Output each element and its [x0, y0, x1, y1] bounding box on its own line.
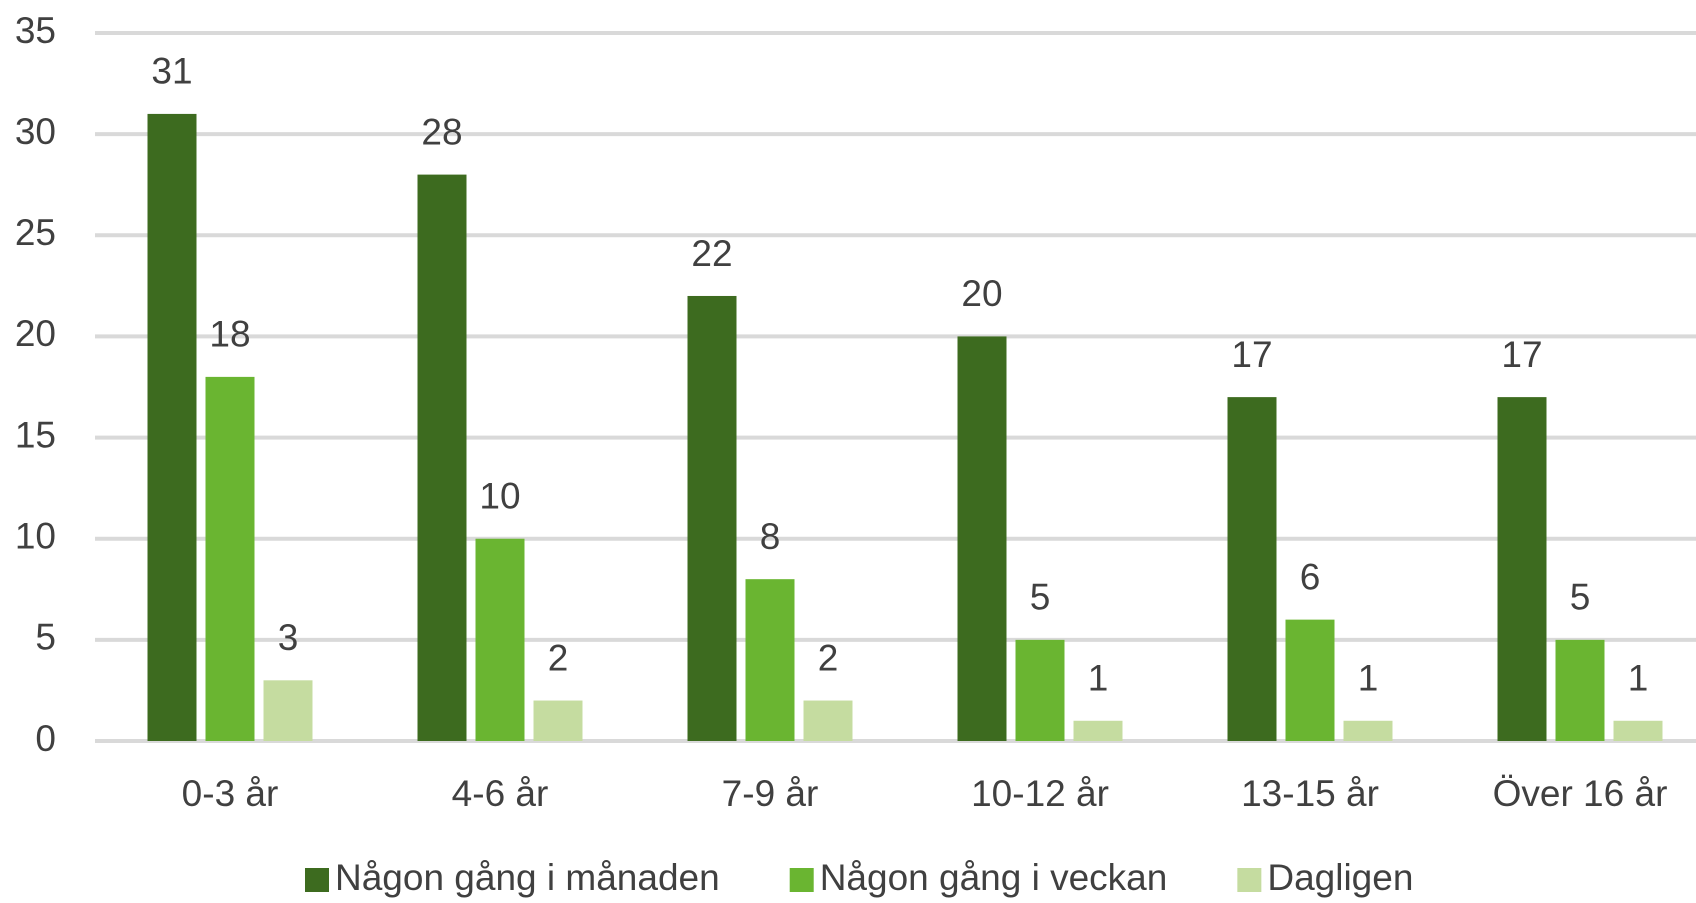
bar: [1343, 720, 1393, 741]
bar: [1555, 639, 1605, 741]
x-tick-label: 4-6 år: [452, 773, 549, 814]
data-label: 1: [1358, 658, 1379, 699]
data-label: 28: [421, 111, 462, 152]
bar: [205, 376, 255, 741]
legend-swatch: [305, 868, 329, 892]
data-label: 20: [961, 273, 1002, 314]
data-label: 1: [1088, 658, 1109, 699]
legend-label: Någon gång i veckan: [820, 857, 1168, 898]
data-label: 31: [151, 51, 192, 92]
x-tick-label: Över 16 år: [1493, 773, 1668, 814]
y-tick-label: 0: [35, 718, 56, 759]
data-label: 2: [818, 637, 839, 678]
y-tick-label: 10: [15, 515, 56, 556]
y-tick-label: 25: [15, 212, 56, 253]
bar: [1073, 720, 1123, 741]
bar: [417, 174, 467, 742]
bar: [745, 579, 795, 741]
bar: [803, 700, 853, 741]
bar: [1497, 397, 1547, 741]
y-tick-label: 35: [15, 10, 56, 51]
data-label: 3: [278, 617, 299, 658]
legend-label: Dagligen: [1267, 857, 1413, 898]
legend-swatch: [1237, 868, 1262, 892]
data-label: 18: [209, 314, 250, 355]
data-label: 17: [1501, 334, 1542, 375]
bar: [1613, 720, 1663, 741]
bar: [475, 538, 525, 741]
data-label: 22: [691, 233, 732, 274]
y-tick-label: 20: [15, 313, 56, 354]
bar: [263, 680, 313, 741]
bar: [957, 336, 1007, 741]
x-tick-label: 13-15 år: [1241, 773, 1379, 814]
y-tick-label: 15: [15, 414, 56, 455]
x-tick-label: 7-9 år: [722, 773, 819, 814]
bar: [687, 295, 737, 741]
y-tick-label: 5: [35, 617, 56, 658]
data-label: 8: [760, 516, 781, 557]
data-label: 5: [1570, 577, 1591, 618]
legend-label: Någon gång i månaden: [335, 857, 720, 898]
x-tick-label: 10-12 år: [971, 773, 1109, 814]
bar: [1015, 639, 1065, 741]
data-label: 2: [548, 637, 569, 678]
data-label: 6: [1300, 556, 1321, 597]
bar: [533, 700, 583, 741]
y-tick-label: 30: [15, 111, 56, 152]
data-label: 10: [479, 475, 520, 516]
bar: [1285, 619, 1335, 741]
bar: [1227, 397, 1277, 741]
legend-swatch: [789, 868, 814, 892]
data-label: 17: [1231, 334, 1272, 375]
bar: [147, 113, 197, 741]
data-label: 5: [1030, 577, 1051, 618]
x-tick-label: 0-3 år: [182, 773, 279, 814]
data-label: 1: [1628, 658, 1649, 699]
